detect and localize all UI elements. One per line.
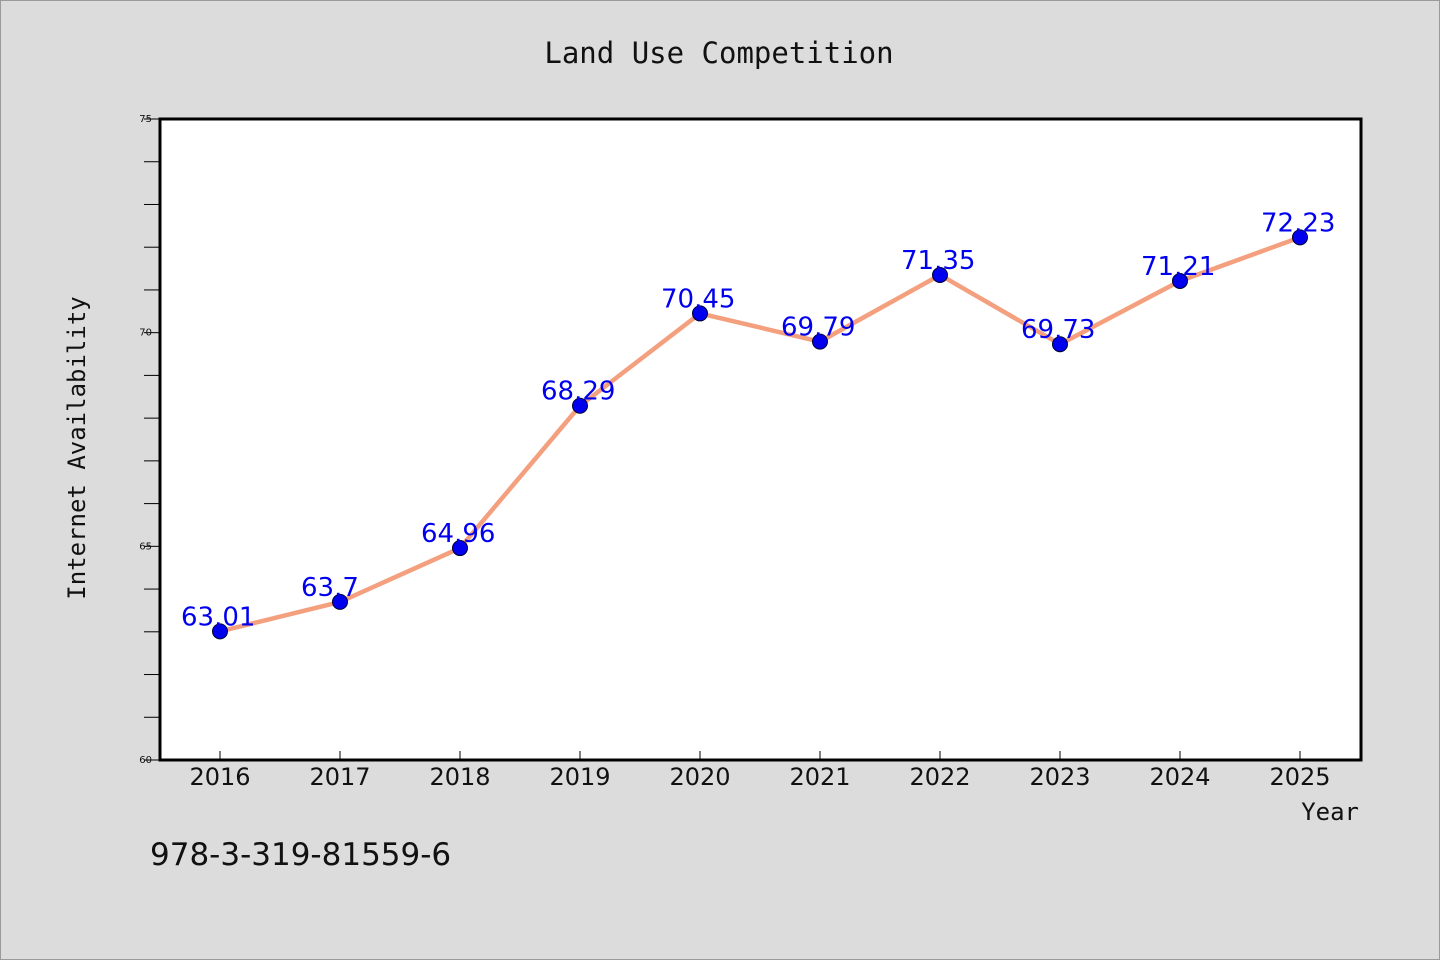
x-tick-label: 2024	[1149, 763, 1210, 791]
series-line	[217, 235, 1303, 634]
data-point	[212, 623, 228, 640]
data-label: 71.21	[1141, 252, 1215, 282]
data-point	[932, 266, 948, 283]
data-point	[1172, 272, 1188, 289]
plot-area	[158, 117, 1363, 762]
y-tick-label: 65	[139, 541, 152, 552]
y-tick-label: 70	[139, 328, 152, 339]
data-point	[692, 305, 708, 322]
data-point	[332, 593, 348, 610]
series-line-group	[217, 235, 1303, 634]
data-label: 64.96	[421, 519, 495, 549]
y-axis-label: Internet Availability	[63, 296, 91, 599]
x-tick-label: 2025	[1269, 763, 1330, 791]
data-label: 72.23	[1261, 208, 1335, 238]
x-axis: 2016 2017 2018 2019 2020 2021 2022 2023 2024 2025	[189, 751, 1331, 791]
data-point	[812, 333, 828, 350]
y-axis: 60 65 70 75	[139, 114, 160, 766]
isbn-annotation: 978-3-319-81559-6	[150, 837, 451, 873]
x-tick-label: 2023	[1029, 763, 1090, 791]
data-label: 71.35	[901, 246, 975, 276]
data-point	[572, 397, 588, 414]
data-point	[1052, 336, 1068, 353]
data-point	[1292, 229, 1308, 246]
x-tick-label: 2020	[669, 763, 730, 791]
x-tick-label: 2017	[309, 763, 370, 791]
data-label: 63.7	[301, 573, 359, 603]
y-tick-label: 60	[139, 755, 152, 766]
data-point	[452, 540, 468, 557]
data-labels-group: 63.01 63.7 64.96 68.29 70.45 69.79 71.35 69.73 7…	[181, 208, 1335, 632]
x-axis-label: Year	[1301, 798, 1359, 826]
x-tick-label: 2021	[789, 763, 850, 791]
x-tick-label: 2022	[909, 763, 970, 791]
y-tick-label: 75	[139, 114, 152, 125]
markers-group	[212, 229, 1308, 640]
chart-title: Land Use Competition	[544, 36, 893, 70]
data-label: 70.45	[661, 284, 735, 314]
data-label: 68.29	[541, 377, 615, 407]
data-label: 69.73	[1021, 315, 1095, 345]
x-tick-label: 2018	[429, 763, 490, 791]
x-tick-label: 2016	[189, 763, 250, 791]
x-tick-label: 2019	[549, 763, 610, 791]
data-label: 69.79	[781, 313, 855, 343]
data-label: 63.01	[181, 602, 255, 632]
